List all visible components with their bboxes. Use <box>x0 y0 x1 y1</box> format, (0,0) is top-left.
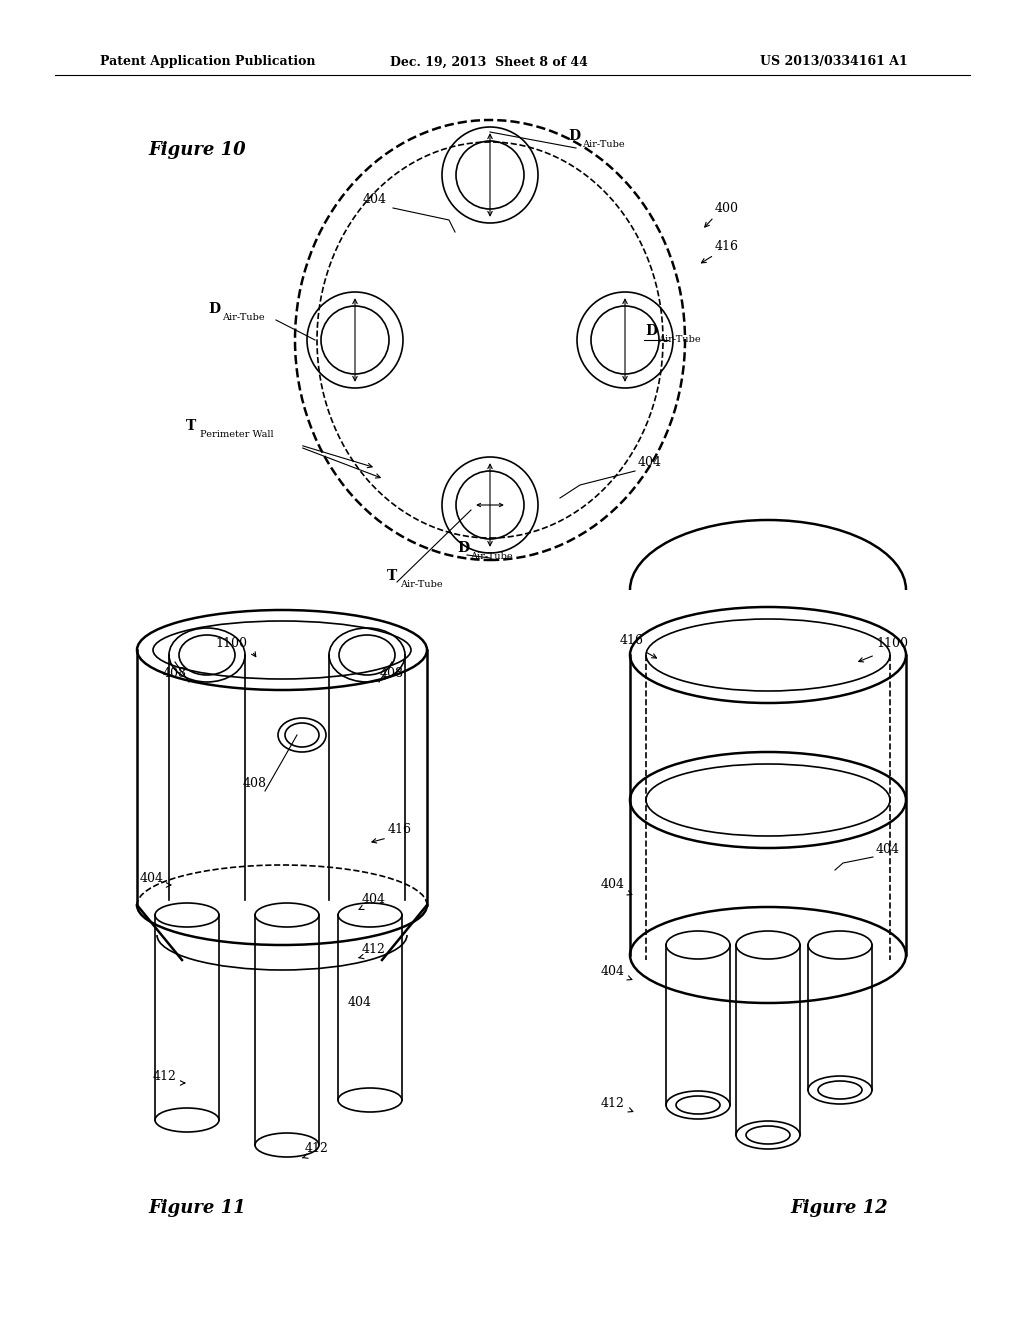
Text: 408: 408 <box>243 777 267 789</box>
Text: 404: 404 <box>876 843 900 855</box>
Text: Air-Tube: Air-Tube <box>470 552 513 561</box>
Text: 416: 416 <box>388 822 412 836</box>
Text: 404: 404 <box>601 878 625 891</box>
Text: 404: 404 <box>362 193 387 206</box>
Text: 412: 412 <box>153 1071 177 1082</box>
Text: Air-Tube: Air-Tube <box>658 335 700 345</box>
Text: 404: 404 <box>348 997 372 1008</box>
Text: 1100: 1100 <box>876 638 908 649</box>
Text: 412: 412 <box>305 1142 329 1155</box>
Text: 404: 404 <box>362 894 386 906</box>
Text: Patent Application Publication: Patent Application Publication <box>100 55 315 69</box>
Text: D: D <box>645 323 657 338</box>
Text: Dec. 19, 2013  Sheet 8 of 44: Dec. 19, 2013 Sheet 8 of 44 <box>390 55 588 69</box>
Text: 416: 416 <box>715 240 739 253</box>
Text: 416: 416 <box>620 634 644 647</box>
Text: 412: 412 <box>362 942 386 956</box>
Text: Figure 12: Figure 12 <box>790 1199 888 1217</box>
Text: Air-Tube: Air-Tube <box>400 579 442 589</box>
Text: Figure 11: Figure 11 <box>148 1199 246 1217</box>
Text: 404: 404 <box>638 455 662 469</box>
Text: D: D <box>457 541 469 554</box>
Text: 408: 408 <box>380 667 404 680</box>
Text: 400: 400 <box>715 202 739 215</box>
Text: Air-Tube: Air-Tube <box>582 140 625 149</box>
Text: T: T <box>186 418 197 433</box>
Text: T: T <box>387 569 397 583</box>
Text: Figure 10: Figure 10 <box>148 141 246 158</box>
Text: 1100: 1100 <box>215 638 247 649</box>
Text: US 2013/0334161 A1: US 2013/0334161 A1 <box>760 55 907 69</box>
Text: Air-Tube: Air-Tube <box>222 313 264 322</box>
Text: D: D <box>568 129 581 143</box>
Text: 404: 404 <box>140 873 164 884</box>
Text: 412: 412 <box>601 1097 625 1110</box>
Text: Perimeter Wall: Perimeter Wall <box>200 430 273 440</box>
Text: 408: 408 <box>163 667 187 680</box>
Text: 404: 404 <box>601 965 625 978</box>
Text: D: D <box>208 302 220 315</box>
